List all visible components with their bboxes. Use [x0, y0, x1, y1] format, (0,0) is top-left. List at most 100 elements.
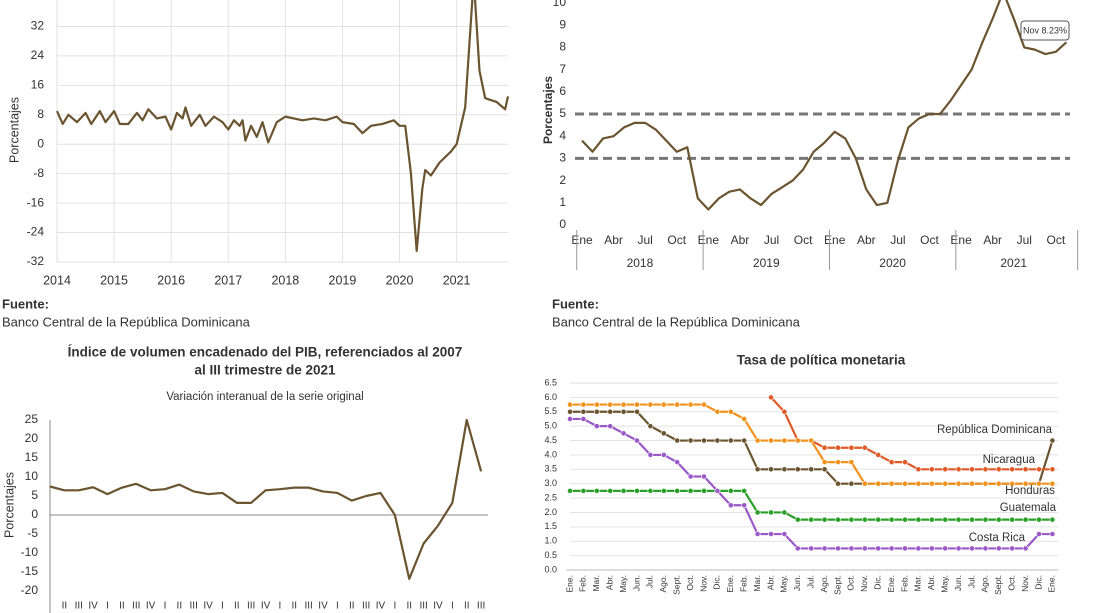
data-point [861, 545, 868, 552]
legend-label: Guatemala [1000, 502, 1057, 514]
y-tick-label: -10 [21, 545, 39, 559]
x-tick-label: III [132, 601, 140, 612]
data-point [741, 437, 748, 444]
x-tick-label: Abr [983, 233, 1002, 247]
data-point [821, 545, 828, 552]
x-tick-label: Jul [1017, 233, 1032, 247]
data-point [995, 516, 1002, 523]
data-point [674, 401, 681, 408]
x-tick-label: Jun. [953, 575, 963, 591]
data-point [982, 466, 989, 473]
x-tick-label: IV [88, 601, 98, 612]
x-tick-label: II [234, 601, 240, 612]
y-tick-label: 32 [31, 19, 45, 33]
data-point [701, 437, 707, 444]
y-tick-label: 20 [25, 431, 39, 445]
data-point [567, 401, 573, 408]
x-tick-label: Oct. [846, 575, 856, 591]
data-point [902, 459, 908, 466]
data-point [567, 416, 573, 422]
data-point [781, 531, 788, 537]
data-point [1049, 516, 1056, 523]
data-line [55, 0, 510, 253]
x-tick-label: IV [433, 601, 443, 612]
y-tick-label: -15 [21, 564, 39, 578]
data-point [995, 480, 1002, 487]
data-point [848, 480, 855, 487]
y-axis-label: Porcentajes [2, 472, 16, 538]
x-tick-label: IV [261, 601, 271, 612]
x-tick-label: Sept. [832, 575, 842, 595]
x-group-label: 2021 [1000, 256, 1027, 270]
x-tick-label: 2019 [329, 273, 357, 287]
data-point [1022, 545, 1029, 552]
data-point [1036, 516, 1042, 523]
x-tick-label: III [190, 601, 198, 612]
data-point [915, 545, 922, 552]
data-point [1036, 480, 1042, 487]
data-point [969, 516, 975, 523]
data-point [875, 545, 882, 552]
data-point [701, 487, 707, 494]
x-tick-label: Ene. [1047, 575, 1057, 593]
data-point [714, 487, 721, 494]
x-tick-label: Jul [764, 233, 779, 247]
data-point [580, 416, 587, 422]
y-tick-label: 24 [31, 48, 45, 62]
data-point [808, 516, 815, 523]
data-point [875, 452, 882, 458]
data-point [982, 545, 989, 552]
y-tick-label: 1 [559, 195, 566, 209]
y-tick-label: 1.5 [544, 521, 557, 531]
x-tick-label: Ene [824, 233, 846, 247]
data-point [808, 437, 815, 444]
data-point [660, 430, 667, 437]
y-tick-label: -16 [27, 195, 45, 209]
y-tick-label: 10 [553, 0, 567, 9]
data-point [942, 480, 949, 487]
data-point [955, 466, 962, 473]
data-point [768, 509, 774, 516]
y-tick-label: 5.0 [544, 421, 557, 431]
x-tick-label: Abr. [604, 575, 614, 590]
x-tick-label: III [304, 601, 312, 612]
data-point [821, 444, 828, 451]
y-axis-label: Porcentajes [7, 97, 21, 163]
y-tick-label: 4.5 [544, 435, 557, 445]
data-point [687, 487, 694, 494]
x-tick-label: II [119, 601, 125, 612]
x-tick-label: Abr [731, 233, 750, 247]
x-tick-label: Jun. [631, 575, 641, 591]
data-point [647, 423, 654, 430]
data-point [580, 487, 587, 494]
y-tick-label: 0 [31, 507, 38, 521]
x-tick-label: III [419, 601, 427, 612]
x-tick-label: I [451, 601, 454, 612]
x-tick-label: Ene. [564, 575, 574, 593]
data-line [770, 396, 1053, 471]
y-tick-label: 0 [559, 217, 566, 231]
x-tick-label: Mar. [913, 575, 923, 592]
x-group-label: 2019 [753, 256, 780, 270]
y-tick-label: 6 [559, 84, 566, 98]
x-tick-label: Ago. [658, 575, 668, 593]
data-point [821, 459, 828, 466]
x-tick-label: Abr [604, 233, 623, 247]
x-tick-label: IV [318, 601, 328, 612]
data-point [567, 408, 573, 415]
x-tick-label: May. [779, 575, 789, 593]
data-point [687, 473, 694, 480]
x-tick-label: I [221, 601, 224, 612]
y-tick-label: 2.0 [544, 507, 557, 517]
data-point [607, 423, 614, 430]
y-tick-label: 0.5 [544, 550, 557, 560]
data-point [982, 516, 989, 523]
data-point [1022, 480, 1029, 487]
data-point [982, 480, 989, 487]
x-tick-label: Jul. [645, 575, 655, 588]
data-point [902, 545, 908, 552]
x-tick-label: Mar. [591, 575, 601, 592]
y-tick-label: -20 [21, 583, 39, 597]
y-tick-label: 16 [31, 78, 45, 92]
